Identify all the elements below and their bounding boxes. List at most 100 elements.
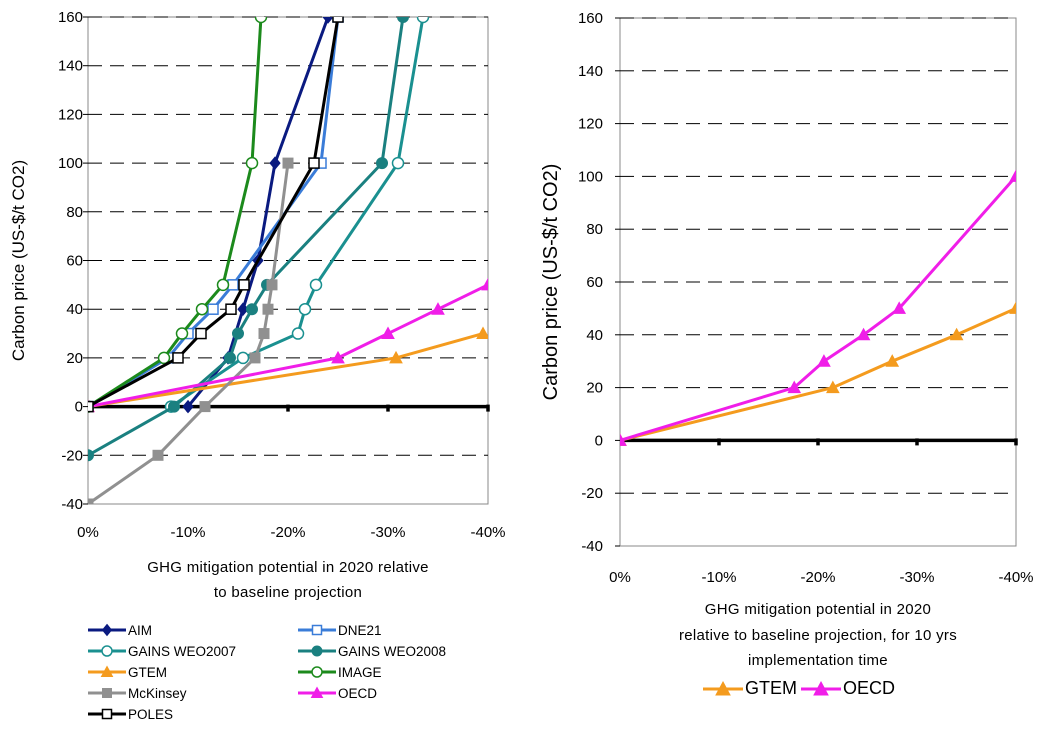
legend-label: GAINS WEO2008 bbox=[338, 644, 446, 659]
data-point-oecd bbox=[892, 301, 907, 314]
legend-marker-gtem bbox=[715, 680, 731, 696]
data-point-image bbox=[254, 17, 268, 24]
y-tick-label: 100 bbox=[58, 155, 83, 172]
series-oecd bbox=[620, 169, 1016, 446]
chart-panel-1: -40 -20 0 20 40 60 80 100 120 140 160 0% -10% -20% -30… bbox=[9, 9, 506, 601]
x-tick-label: -30% bbox=[899, 569, 934, 586]
y-tick-label: -20 bbox=[61, 447, 83, 464]
legend-marker-poles bbox=[101, 708, 113, 720]
series-image bbox=[88, 17, 268, 413]
data-point-aim bbox=[269, 156, 281, 170]
y-tick-label: 60 bbox=[66, 253, 83, 270]
x-tick-label: 0% bbox=[609, 569, 631, 586]
data-point-poles bbox=[308, 157, 320, 169]
legend-marker-oecd bbox=[310, 686, 324, 698]
data-point-poles bbox=[225, 303, 237, 315]
series-gains-weo2007 bbox=[164, 17, 430, 413]
series-gains-weo2008 bbox=[88, 17, 409, 462]
series-line-oecd bbox=[620, 175, 1016, 442]
x-axis-title: implementation time bbox=[748, 652, 888, 669]
data-point-poles bbox=[195, 327, 207, 340]
data-point-dne21 bbox=[227, 279, 239, 291]
data-point-oecd bbox=[620, 433, 627, 446]
data-point-gains-weo2008 bbox=[224, 351, 236, 364]
data-point-oecd bbox=[481, 277, 488, 291]
data-point-gains-weo2008 bbox=[246, 303, 258, 316]
data-point-gtem bbox=[826, 380, 840, 394]
data-point-gtem bbox=[1009, 301, 1016, 314]
data-point-mckinsey bbox=[282, 157, 294, 169]
x-tick-label: -10% bbox=[170, 524, 205, 541]
series-mckinsey bbox=[88, 157, 294, 504]
series-oecd bbox=[88, 277, 488, 413]
legend-marker-oecd bbox=[813, 680, 829, 696]
legend-marker-image bbox=[311, 666, 323, 678]
data-point-gains-weo2007 bbox=[298, 302, 312, 316]
legend-item-oecd: OECD bbox=[801, 678, 895, 698]
data-point-mckinsey bbox=[262, 303, 274, 315]
data-point-gains-weo2008 bbox=[397, 17, 409, 23]
y-tick-label: 120 bbox=[578, 116, 603, 133]
x-tick-label: -20% bbox=[270, 524, 305, 541]
y-tick-label: 60 bbox=[586, 274, 603, 291]
y-tick-label: 140 bbox=[58, 58, 83, 75]
legend-item-poles: POLES bbox=[88, 707, 173, 722]
data-point-mckinsey bbox=[152, 449, 164, 461]
data-point-mckinsey bbox=[258, 328, 270, 340]
x-axis-title: relative to baseline projection, for 10 … bbox=[679, 627, 957, 644]
chart-panel-2: -40 -20 0 20 40 60 80 100 120 140 160 0% -10% -20% -30… bbox=[540, 10, 1034, 669]
y-tick-label: 120 bbox=[58, 106, 83, 123]
data-point-gains-weo2008 bbox=[232, 327, 244, 340]
data-point-gtem bbox=[885, 354, 900, 367]
legend-label: OECD bbox=[338, 686, 377, 701]
y-tick-label: -20 bbox=[581, 485, 603, 502]
data-point-gains-weo2007 bbox=[309, 278, 323, 292]
x-axis-title: GHG mitigation potential in 2020 bbox=[705, 601, 931, 618]
data-point-image bbox=[175, 327, 189, 340]
data-point-poles bbox=[172, 352, 184, 364]
data-point-poles bbox=[332, 17, 344, 23]
data-point-oecd bbox=[431, 302, 445, 315]
x-tick-label: 0% bbox=[77, 524, 99, 541]
data-point-oecd bbox=[787, 380, 802, 394]
legend-right: GTEM OECD bbox=[703, 678, 895, 698]
x-axis-title: GHG mitigation potential in 2020 relativ… bbox=[147, 559, 429, 576]
data-point-aim bbox=[237, 302, 249, 316]
x-tick-label: -30% bbox=[370, 524, 405, 541]
x-tick-label: -40% bbox=[998, 569, 1033, 586]
data-point-gains-weo2007 bbox=[416, 17, 430, 24]
legend-left: AIM DNE21 GAINS WEO2007 GAINS WEO2008 GTEM IM… bbox=[88, 623, 446, 722]
series-line-oecd bbox=[88, 283, 488, 409]
data-point-image bbox=[195, 302, 209, 316]
data-point-gains-weo2008 bbox=[88, 449, 94, 462]
data-point-image bbox=[216, 278, 230, 292]
legend-item-image: IMAGE bbox=[298, 665, 382, 680]
plot-area bbox=[620, 169, 1016, 446]
y-tick-label: 80 bbox=[66, 204, 83, 221]
data-point-gtem bbox=[949, 327, 964, 341]
data-point-oecd bbox=[817, 354, 831, 367]
series-line-dne21 bbox=[88, 17, 340, 408]
legend-marker-gains-weo2007 bbox=[101, 645, 113, 657]
y-tick-label: -40 bbox=[581, 538, 603, 555]
legend-label: IMAGE bbox=[338, 665, 382, 680]
legend-label: OECD bbox=[843, 678, 895, 698]
data-point-gains-weo2007 bbox=[236, 351, 250, 365]
data-point-gtem bbox=[476, 326, 488, 340]
legend-marker-gtem bbox=[100, 665, 114, 677]
data-point-aim bbox=[322, 17, 334, 24]
legend-item-mckinsey: McKinsey bbox=[88, 686, 187, 701]
legend-marker-mckinsey bbox=[102, 688, 112, 698]
data-point-mckinsey bbox=[266, 279, 278, 291]
x-tick-label: -40% bbox=[470, 524, 505, 541]
legend-marker-aim bbox=[101, 623, 113, 637]
legend-marker-dne21 bbox=[311, 624, 323, 636]
data-point-oecd bbox=[381, 326, 395, 340]
y-tick-label: 0 bbox=[75, 399, 83, 416]
y-tick-label: 160 bbox=[578, 10, 603, 27]
y-tick-label: 160 bbox=[58, 9, 83, 26]
y-tick-label: 140 bbox=[578, 63, 603, 80]
data-point-gains-weo2007 bbox=[391, 156, 405, 170]
data-point-aim bbox=[182, 399, 194, 414]
legend-item-dne21: DNE21 bbox=[298, 623, 382, 638]
